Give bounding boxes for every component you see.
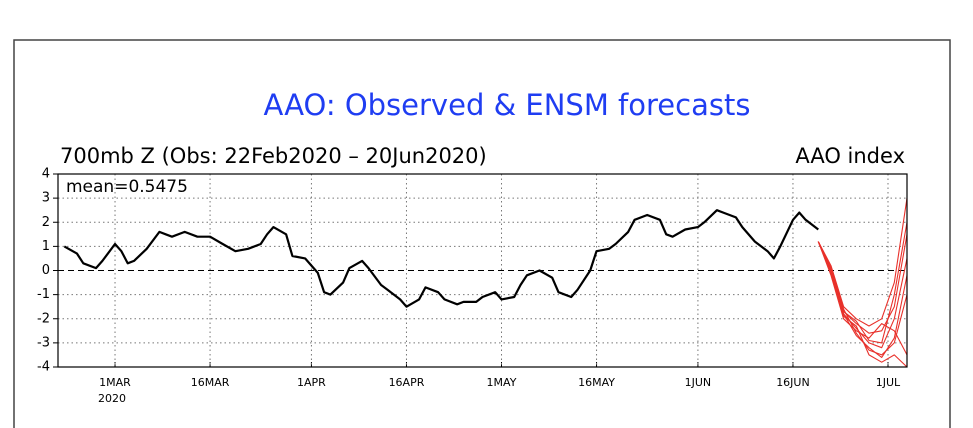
x-tick-label: 1MAY [487, 376, 517, 389]
y-tick-label: -1 [37, 287, 50, 302]
x-tick-label: 1JUN [685, 376, 712, 389]
plot-border [57, 173, 908, 368]
x-tick-label: 16MAY [578, 376, 615, 389]
subtitle: 700mb Z (Obs: 22Feb2020 – 20Jun2020) [60, 144, 487, 168]
y-tick-label: -3 [37, 335, 50, 350]
series-line [63, 209, 819, 308]
x-tick-label: 1JUL [876, 376, 901, 389]
y-tick-label: 2 [42, 215, 50, 230]
series-line [817, 241, 908, 358]
x-tick-label: 16APR [389, 376, 425, 389]
y-tick-label: 3 [42, 191, 50, 206]
series-line [817, 222, 908, 344]
frame [13, 39, 951, 428]
y-axis-label: AAO index [795, 144, 905, 168]
annotation: mean=0.5475 [66, 177, 188, 197]
x-tick-label: 1APR [297, 376, 326, 389]
series-line [817, 241, 908, 356]
x-tick-label: 1MAR [99, 376, 131, 389]
chart-title: AAO: Observed & ENSM forecasts [264, 88, 751, 122]
y-tick-label: 4 [42, 167, 50, 182]
x-year-label: 2020 [98, 392, 126, 405]
series-line [817, 198, 908, 327]
y-tick-label: 1 [42, 239, 50, 254]
x-tick-label: 16JUN [776, 376, 810, 389]
x-tick-label: 16MAR [191, 376, 230, 389]
y-tick-label: 0 [42, 263, 50, 278]
y-tick-label: -4 [37, 360, 50, 375]
y-tick-label: -2 [37, 311, 50, 326]
